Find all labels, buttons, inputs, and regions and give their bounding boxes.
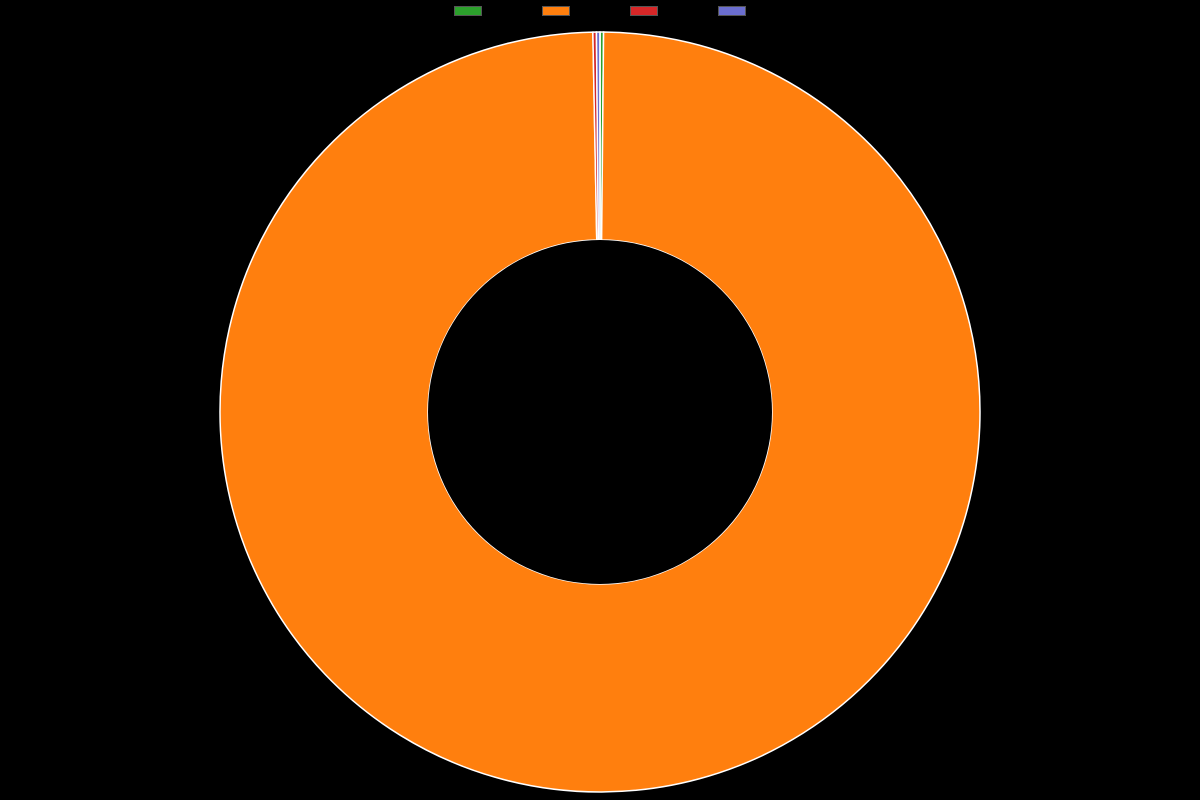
legend-item [542,6,570,16]
legend-swatch [630,6,658,16]
donut-plot-area [0,24,1200,800]
legend-swatch [718,6,746,16]
donut-chart-container [0,0,1200,800]
donut-svg [218,30,982,794]
donut-hole [428,240,772,584]
legend-swatch [454,6,482,16]
legend-swatch [542,6,570,16]
legend-item [718,6,746,16]
chart-legend [0,6,1200,16]
legend-item [454,6,482,16]
legend-item [630,6,658,16]
